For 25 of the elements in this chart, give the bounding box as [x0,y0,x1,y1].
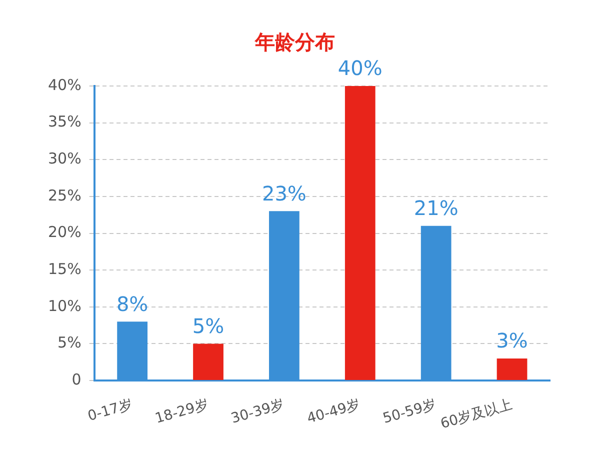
data-label: 40% [338,56,382,80]
y-tick-label: 40% [48,76,82,94]
x-tick-label: 50-59岁 [381,396,438,427]
data-label: 3% [496,328,528,353]
y-tick-label: 30% [48,150,82,168]
x-tick-label: 40-49岁 [305,396,362,427]
bar [496,358,528,380]
x-tick-label: 18-29岁 [153,396,210,427]
data-label: 23% [262,181,306,206]
chart-title: 年龄分布 [254,30,335,54]
bar [344,86,376,380]
data-label: 21% [414,196,458,220]
x-tick-label: 30-39岁 [229,396,286,427]
data-label: 8% [116,292,148,316]
y-tick-label: 15% [48,260,82,278]
y-tick-label: 10% [48,296,82,315]
x-tick-label: 60岁及以上 [438,396,514,432]
x-tick-label: 0-17岁 [86,396,134,425]
y-tick-label: 25% [48,186,82,204]
bar [193,344,224,380]
y-tick-label: 0 [72,370,82,388]
y-tick-label: 35% [48,112,82,131]
y-tick-label: 5% [58,334,82,352]
data-label: 5% [192,314,224,338]
y-tick-label: 20% [48,223,82,242]
